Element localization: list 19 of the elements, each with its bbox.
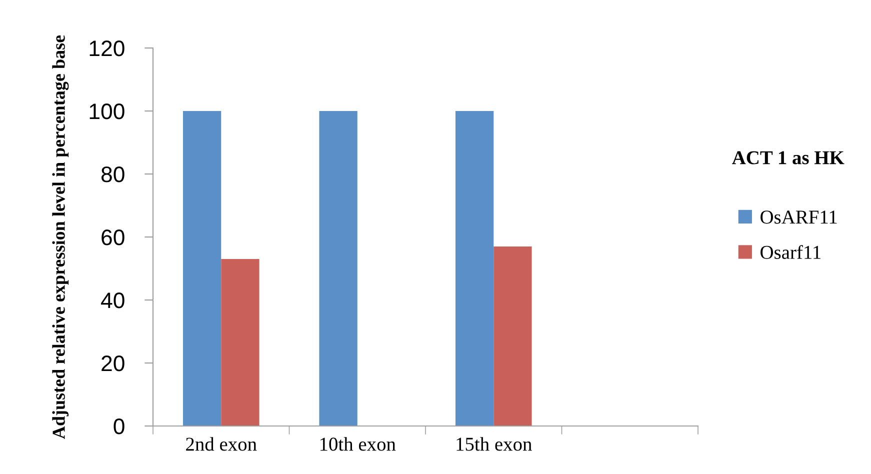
y-tick-label: 40 — [101, 292, 124, 308]
x-tick-label: 15th exon — [456, 437, 532, 451]
y-tick-label: 80 — [101, 166, 124, 182]
y-tick-label: 20 — [102, 356, 124, 372]
bar — [319, 111, 358, 426]
x-tick-label: 2nd exon — [186, 437, 257, 451]
x-tick-label: 10th exon — [320, 437, 396, 451]
legend-title: ACT 1 as HK — [732, 151, 844, 164]
bar — [455, 111, 494, 426]
bar — [182, 111, 222, 426]
y-tick-label: 60 — [102, 230, 124, 246]
legend-label: OsARF11 — [760, 210, 837, 224]
bar — [494, 246, 532, 426]
bar — [221, 259, 260, 426]
y-tick-label: 120 — [90, 40, 124, 56]
y-axis-title: Adjusted relative expression level in percentage base — [52, 35, 69, 439]
y-tick-label: 0 — [114, 418, 124, 434]
y-tick-label: 100 — [90, 104, 124, 120]
legend-label: Osarf11 — [760, 245, 820, 259]
